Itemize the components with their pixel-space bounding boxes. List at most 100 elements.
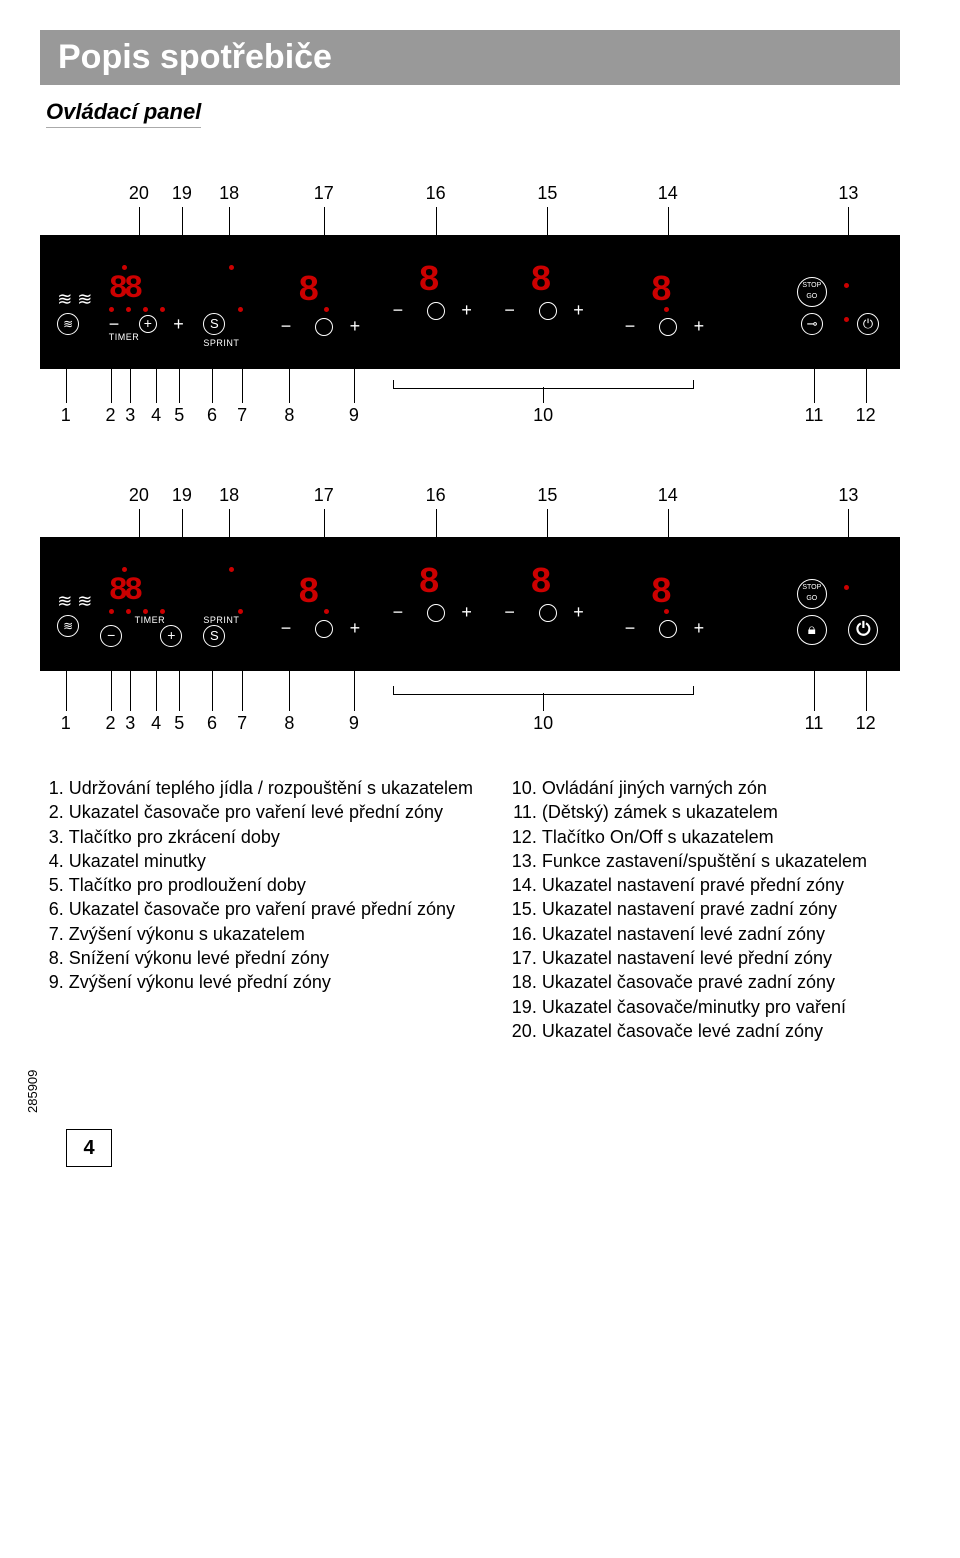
minus-d2[interactable]: − — [625, 619, 636, 637]
plus-ring-2[interactable]: + — [160, 625, 182, 647]
callout-4: 4 — [151, 405, 161, 426]
minus-c[interactable]: − — [504, 301, 515, 319]
callout-9: 9 — [349, 405, 359, 426]
select-c2[interactable] — [539, 604, 557, 622]
zone-display-a2: 8 — [298, 575, 316, 611]
callout-16b: 16 — [426, 485, 446, 506]
select-d2[interactable] — [659, 620, 677, 638]
plus-d2[interactable]: + — [694, 619, 705, 637]
list-item: (Dětský) zámek s ukazatelem — [542, 800, 867, 824]
minus-a2[interactable]: − — [281, 619, 292, 637]
list-item: Funkce zastavení/spuštění s ukazatelem — [542, 849, 867, 873]
plus-c[interactable]: + — [573, 301, 584, 319]
callout-15b: 15 — [537, 485, 557, 506]
select-b2[interactable] — [427, 604, 445, 622]
sprint-label: SPRINT — [203, 338, 239, 348]
callout-14b: 14 — [658, 485, 678, 506]
sprint-label-2: SPRINT — [203, 615, 239, 625]
callout-10b: 10 — [533, 713, 553, 734]
plus-ring-1[interactable]: + — [139, 315, 157, 333]
zone-display-c: 8 — [530, 263, 548, 299]
plus-c2[interactable]: + — [573, 603, 584, 621]
callout-20: 20 — [129, 183, 149, 204]
select-c[interactable] — [539, 302, 557, 320]
select-a2[interactable] — [315, 620, 333, 638]
minus-ring-2[interactable]: − — [100, 625, 122, 647]
callout-5b: 5 — [174, 713, 184, 734]
zone-display-c2: 8 — [530, 565, 548, 601]
panel-diagram-1: 20 19 18 17 16 15 14 13 ≋ ≋ ≋ 88 — [40, 183, 900, 415]
lock-icon[interactable]: ⊸ — [801, 313, 823, 335]
control-panel-1: ≋ ≋ ≋ 88 TIMER − + + S SPRINT 8 − + 8 − … — [40, 235, 900, 369]
callout-18b: 18 — [219, 485, 239, 506]
stop-go-button-2[interactable]: STOPGO — [797, 579, 827, 609]
list-item: Zvýšení výkonu levé přední zóny — [69, 970, 473, 994]
minus-d[interactable]: − — [625, 317, 636, 335]
list-item: Zvýšení výkonu s ukazatelem — [69, 922, 473, 946]
stop-go-button[interactable]: STOPGO — [797, 277, 827, 307]
top-callouts-2: 20 19 18 17 16 15 14 13 — [40, 485, 900, 515]
zone-display-d2: 8 — [651, 575, 669, 611]
callout-12b: 12 — [856, 713, 876, 734]
plus-b2[interactable]: + — [461, 603, 472, 621]
side-code: 285909 — [25, 1070, 40, 1113]
zone-display-d: 8 — [651, 273, 669, 309]
minus-button-1[interactable]: − — [109, 315, 120, 333]
callout-5: 5 — [174, 405, 184, 426]
list-item: Ukazatel časovače/minutky pro vaření — [542, 995, 867, 1019]
callout-11: 11 — [805, 405, 824, 426]
sprint-button[interactable]: S — [203, 313, 225, 335]
callout-8: 8 — [284, 405, 294, 426]
minus-b[interactable]: − — [393, 301, 404, 319]
timer-display-2: 88 — [109, 575, 139, 607]
minus-c2[interactable]: − — [504, 603, 515, 621]
callout-16: 16 — [426, 183, 446, 204]
list-item: Ukazatel časovače pro vaření levé přední… — [69, 800, 473, 824]
plus-button-1[interactable]: + — [173, 315, 184, 333]
warm-button-2[interactable]: ≋ — [57, 615, 79, 637]
callout-9b: 9 — [349, 713, 359, 734]
list-item: Udržování teplého jídla / rozpouštění s … — [69, 776, 473, 800]
list-item: Snížení výkonu levé přední zóny — [69, 946, 473, 970]
list-item: Ukazatel nastavení levé zadní zóny — [542, 922, 867, 946]
plus-a[interactable]: + — [350, 317, 361, 335]
panel-diagram-2: 20 19 18 17 16 15 14 13 ≋ ≋ ≋ 88 — [40, 485, 900, 721]
callout-15: 15 — [537, 183, 557, 204]
top-callouts-1: 20 19 18 17 16 15 14 13 — [40, 183, 900, 213]
page-title: Popis spotřebiče — [40, 30, 900, 85]
list-item: Ukazatel nastavení pravé přední zóny — [542, 873, 867, 897]
warm-icon: ≋ ≋ — [57, 290, 92, 308]
warm-button[interactable]: ≋ — [57, 313, 79, 335]
subtitle: Ovládací panel — [46, 99, 201, 128]
lock-icon-2[interactable]: 🔒︎ — [797, 615, 827, 645]
select-d[interactable] — [659, 318, 677, 336]
minus-b2[interactable]: − — [393, 603, 404, 621]
callout-1: 1 — [61, 405, 71, 426]
minus-a[interactable]: − — [281, 317, 292, 335]
zone-display-b2: 8 — [418, 565, 436, 601]
callout-10: 10 — [533, 405, 553, 426]
callout-6b: 6 — [207, 713, 217, 734]
timer-display-1: 88 — [109, 273, 139, 305]
page: Popis spotřebiče Ovládací panel 20 19 18… — [0, 0, 960, 1193]
plus-a2[interactable]: + — [350, 619, 361, 637]
callout-18: 18 — [219, 183, 239, 204]
callout-6: 6 — [207, 405, 217, 426]
plus-d[interactable]: + — [694, 317, 705, 335]
sprint-button-2[interactable]: S — [203, 625, 225, 647]
power-icon-2[interactable]: ⏻ — [848, 615, 878, 645]
legend-columns: Udržování teplého jídla / rozpouštění s … — [40, 776, 900, 1043]
callout-7: 7 — [237, 405, 247, 426]
callout-2b: 2 — [106, 713, 116, 734]
list-item: Ovládání jiných varných zón — [542, 776, 867, 800]
select-b[interactable] — [427, 302, 445, 320]
callout-12: 12 — [856, 405, 876, 426]
power-icon[interactable]: ⏻ — [857, 313, 879, 335]
select-a[interactable] — [315, 318, 333, 336]
callout-19: 19 — [172, 183, 192, 204]
bottom-callouts-2: 1 2 3 4 5 6 7 8 9 10 11 12 — [40, 681, 900, 721]
callout-11b: 11 — [805, 713, 824, 734]
callout-20b: 20 — [129, 485, 149, 506]
plus-b[interactable]: + — [461, 301, 472, 319]
callout-3b: 3 — [125, 713, 135, 734]
